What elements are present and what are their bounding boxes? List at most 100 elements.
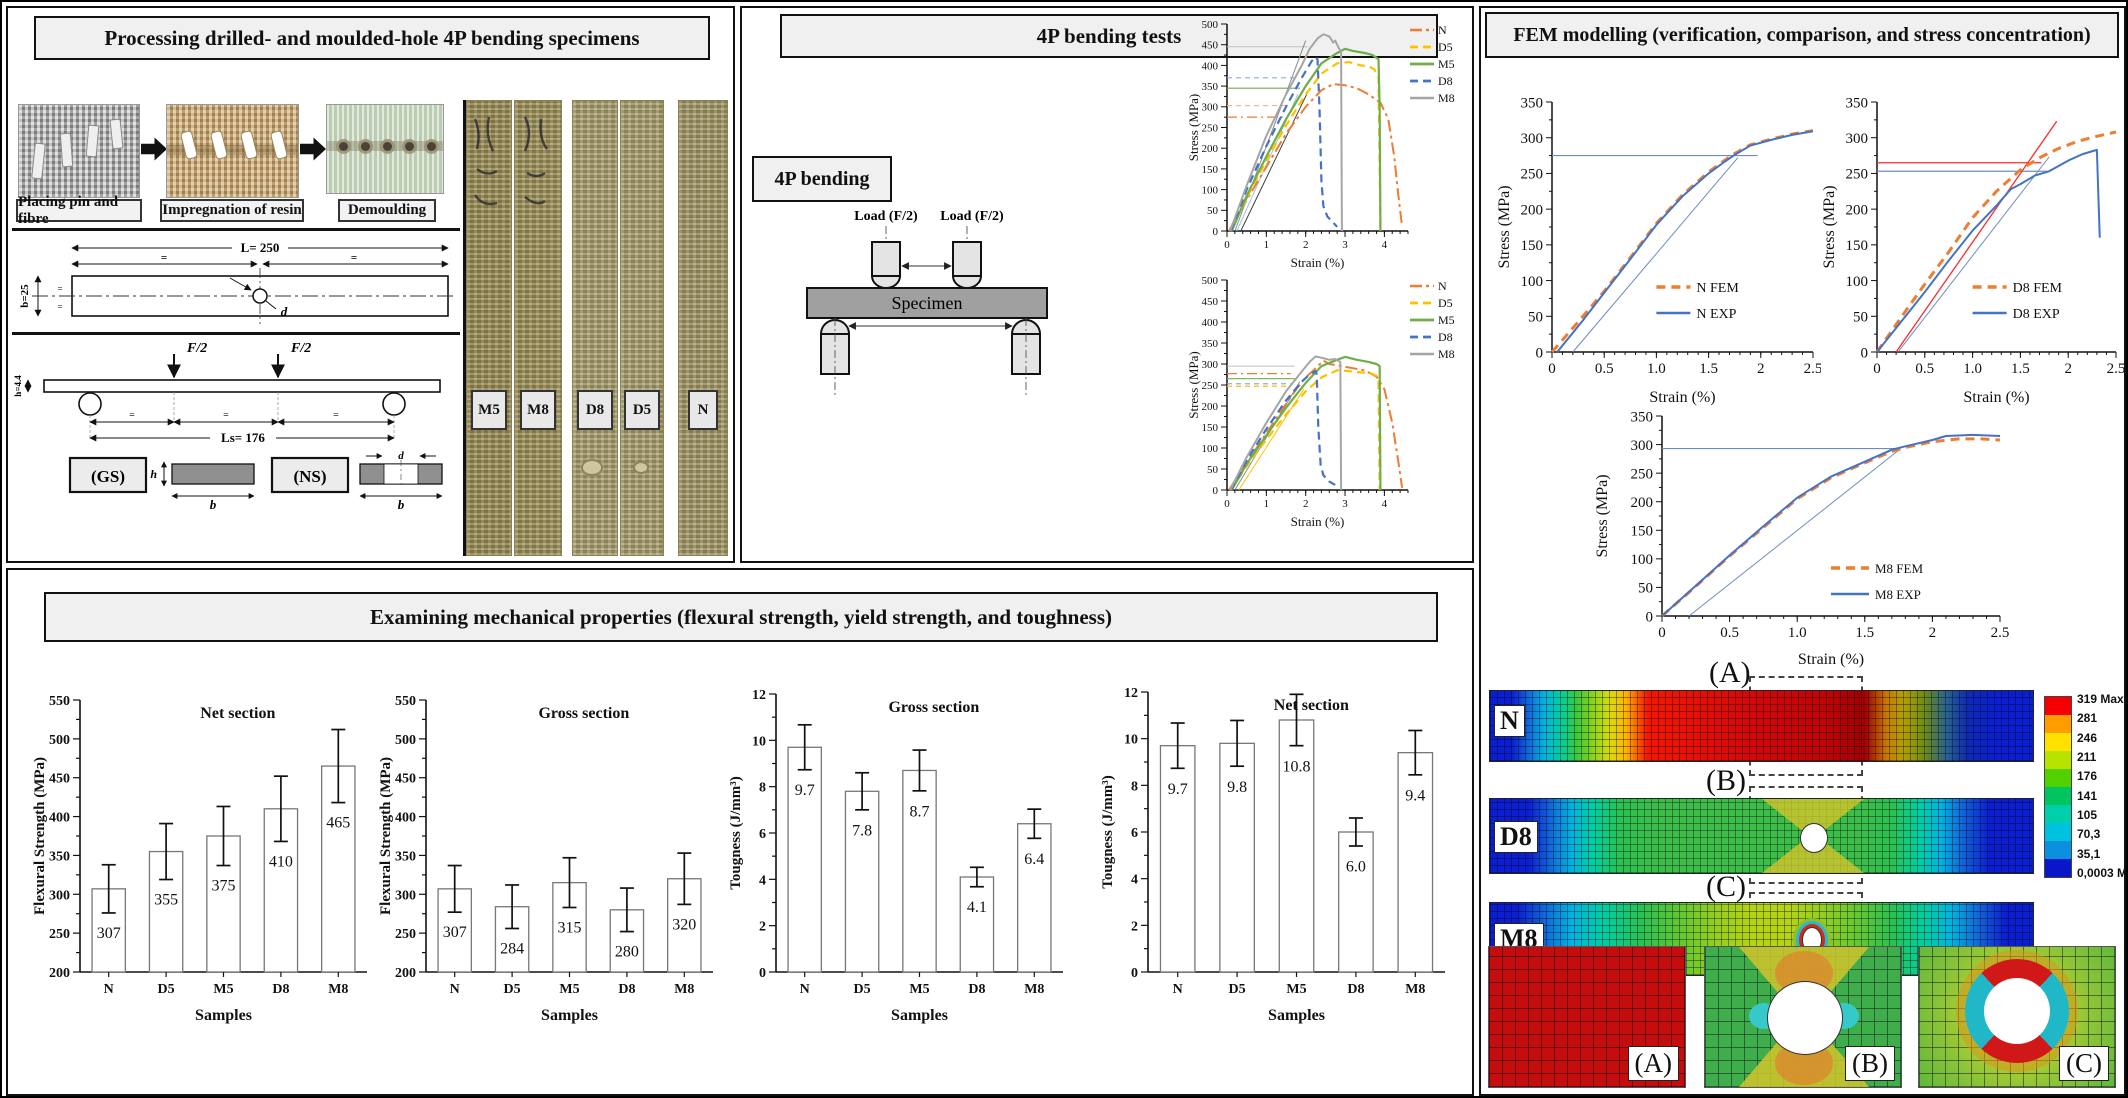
svg-text:250: 250 [1631, 466, 1654, 482]
svg-text:450: 450 [1202, 40, 1219, 52]
svg-text:Gross section: Gross section [888, 699, 979, 716]
svg-text:1: 1 [1264, 498, 1270, 510]
svg-text:250: 250 [395, 927, 416, 942]
svg-text:8.7: 8.7 [910, 803, 930, 820]
svg-text:M8: M8 [1438, 91, 1455, 105]
colorbar-label: 141 [2077, 788, 2098, 803]
svg-text:2.5: 2.5 [1804, 361, 1821, 377]
svg-text:0.5: 0.5 [1720, 625, 1739, 641]
load-right-label: Load (F/2) [940, 209, 1004, 224]
svg-text:M8 EXP: M8 EXP [1875, 587, 1921, 602]
dim-equal: = [333, 410, 339, 421]
colorbar-cell [2045, 841, 2071, 859]
svg-text:0: 0 [1224, 239, 1230, 251]
hole-diameter-label: d [281, 304, 288, 319]
svg-text:Strain (%): Strain (%) [1291, 255, 1345, 270]
svg-text:2: 2 [759, 920, 766, 935]
load-label: F/2 [290, 341, 311, 356]
svg-text:250: 250 [1846, 167, 1869, 183]
load-pin-icon [952, 241, 982, 277]
net-section-label: (NS) [293, 467, 326, 486]
colorbar-label: 176 [2077, 769, 2098, 784]
fem-zoom-b: (B) [1704, 946, 1902, 1088]
svg-text:M5: M5 [1438, 313, 1455, 327]
drilled-hole-icon [583, 461, 601, 474]
load-pin-tip-icon [951, 275, 983, 289]
colorbar-label: 246 [2077, 730, 2098, 745]
photo-label-demoulding: Demoulding [338, 199, 436, 222]
svg-text:Samples: Samples [891, 1007, 948, 1024]
svg-text:100: 100 [1202, 443, 1219, 455]
svg-text:M8: M8 [1438, 347, 1455, 361]
zone-label-b: (B) [1706, 764, 1746, 797]
svg-text:1.5: 1.5 [1699, 361, 1718, 377]
svg-text:N EXP: N EXP [1696, 307, 1736, 322]
svg-text:Strain (%): Strain (%) [1291, 514, 1345, 529]
dim-equal: = [57, 284, 62, 294]
svg-text:2: 2 [1131, 919, 1138, 934]
dim-equal: = [129, 410, 135, 421]
chart-gross-toughness: 0 2 4 6 8 10 12 9.7 N 7.8 D5 8.7 M5 4.1 D8 6.4 M8 Gross s… [728, 688, 1063, 1024]
svg-text:200: 200 [1521, 202, 1544, 218]
bending-side-view-drawing: F/2 F/2 h=4.4 = = = Ls= 176 [14, 341, 441, 445]
svg-text:D5: D5 [1229, 982, 1246, 997]
svg-text:Stress (MPa): Stress (MPa) [1594, 474, 1611, 557]
load-left-label: Load (F/2) [854, 209, 918, 224]
dim-equal: = [57, 302, 62, 312]
svg-text:1.5: 1.5 [2011, 361, 2030, 377]
chart-stress-strain-gross: 0 50 100 150 200 250 300 350 400 450 500 0 1 2 3 4 Strai… [1186, 275, 1455, 529]
svg-text:2: 2 [1929, 625, 1937, 641]
svg-text:10: 10 [752, 734, 766, 749]
svg-text:Strain (%): Strain (%) [1649, 389, 1715, 406]
svg-text:0: 0 [1213, 485, 1219, 497]
handwriting-marks [523, 116, 548, 205]
svg-text:M5: M5 [1438, 57, 1455, 71]
panel-bending-tests: 4P bending tests 4P bending Load (F/2) L… [740, 6, 1474, 563]
specimen-strip-m5: M5 [466, 100, 512, 556]
svg-text:320: 320 [672, 916, 696, 933]
svg-text:Strain (%): Strain (%) [1798, 651, 1864, 668]
svg-text:50: 50 [1638, 581, 1653, 597]
dim-span: Ls= 176 [221, 430, 265, 445]
svg-text:1: 1 [1264, 239, 1270, 251]
svg-text:N: N [1173, 982, 1183, 997]
panel-fem: FEM modelling (verification, comparison,… [1479, 6, 2126, 1096]
svg-text:1.0: 1.0 [1788, 625, 1807, 641]
svg-text:350: 350 [1846, 95, 1869, 111]
svg-text:M5: M5 [909, 982, 929, 997]
svg-text:300: 300 [1202, 359, 1219, 371]
hole-icon [405, 142, 414, 151]
svg-text:200: 200 [1631, 495, 1654, 511]
svg-text:M8 FEM: M8 FEM [1875, 561, 1923, 576]
fem-panel-title: FEM modelling (verification, comparison,… [1485, 12, 2119, 58]
svg-text:300: 300 [1521, 131, 1544, 147]
svg-text:400: 400 [49, 811, 70, 826]
svg-text:1.5: 1.5 [1855, 625, 1874, 641]
svg-text:M8: M8 [1024, 982, 1044, 997]
svg-text:100: 100 [1521, 274, 1544, 290]
svg-text:200: 200 [1202, 401, 1219, 413]
svg-text:150: 150 [1202, 422, 1219, 434]
svg-text:300: 300 [49, 888, 70, 903]
svg-text:6: 6 [1131, 826, 1138, 841]
vertical-divider [463, 100, 466, 556]
colorbar-label: 211 [2077, 749, 2097, 764]
colorbar-label: 0,0003 Min [2077, 865, 2128, 880]
svg-text:N: N [104, 982, 114, 997]
zone-label-c: (C) [1706, 870, 1746, 903]
support-pin-tip-icon [1010, 319, 1042, 335]
svg-text:Gross section: Gross section [538, 705, 629, 722]
svg-text:0: 0 [1213, 226, 1219, 238]
mech-panel-title: Examining mechanical properties (flexura… [44, 592, 1438, 642]
svg-text:7.8: 7.8 [852, 822, 872, 839]
load-label: F/2 [186, 341, 207, 356]
fem-colorbar [2044, 696, 2072, 878]
h-label: h [150, 467, 157, 481]
cross-sections-drawing: (GS) h b (NS) d b [68, 450, 443, 512]
svg-text:550: 550 [49, 694, 70, 709]
svg-text:D8: D8 [1438, 74, 1453, 88]
pin-icon [31, 142, 46, 180]
hole-icon [383, 142, 392, 151]
svg-text:307: 307 [443, 924, 467, 941]
support-roller-icon [382, 392, 406, 416]
